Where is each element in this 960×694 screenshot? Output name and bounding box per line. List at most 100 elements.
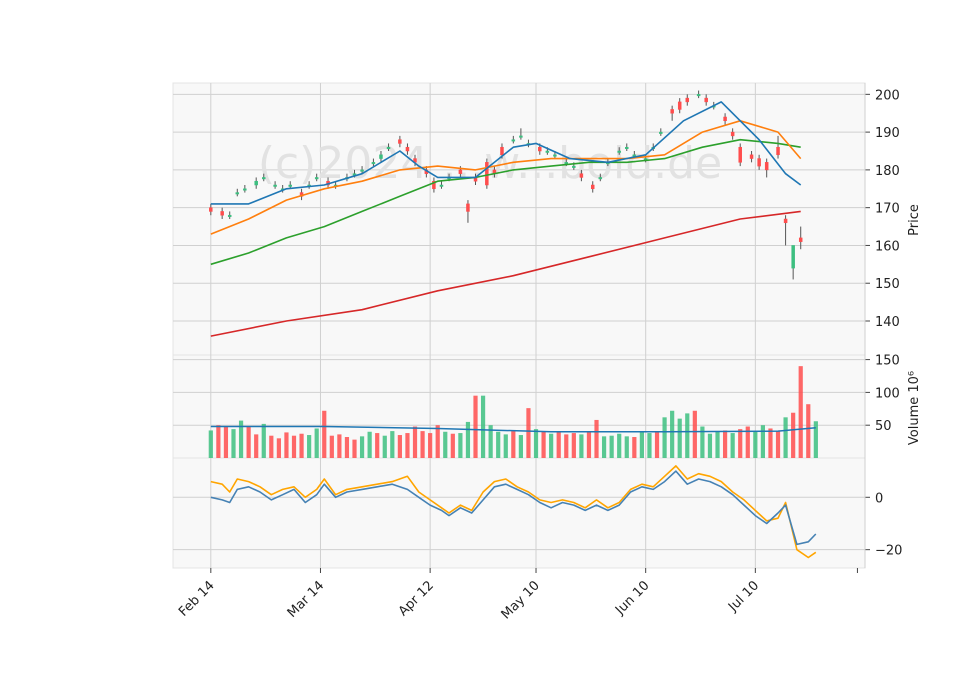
volume-bar-down [450, 433, 455, 458]
volume-bar-down [556, 431, 561, 458]
price-tick-label: 180 [875, 164, 900, 179]
volume-bar-up [813, 421, 818, 458]
volume-bar-down [322, 410, 327, 458]
oscillator-tick-label: −20 [875, 544, 902, 559]
candle-down [704, 97, 708, 103]
candle-down [398, 139, 402, 144]
ma-short-line [210, 101, 802, 205]
volume-bar-down [526, 408, 531, 458]
candle-down [538, 146, 542, 152]
volume-bar-up [307, 435, 312, 458]
volume-bar-up [624, 436, 629, 458]
candle-up [572, 165, 576, 168]
volume-bar-up [639, 431, 644, 458]
price-tick-label: 160 [875, 239, 900, 254]
volume-bar-down [284, 432, 289, 458]
candle-up [564, 162, 569, 165]
volume-bar-down [768, 428, 773, 458]
volume-bar-up [662, 417, 667, 458]
volume-bar-down [806, 404, 811, 458]
volume-bar-down [738, 429, 743, 458]
candle-up [696, 94, 701, 97]
x-tick-label: Jul 10 [725, 578, 762, 615]
volume-bar-down [564, 434, 569, 458]
candle-up [243, 188, 247, 191]
price-axis-label: Price [907, 204, 922, 236]
ma-200-line [210, 210, 801, 337]
volume-bar-up [465, 421, 471, 458]
oscillator-tick-label: 0 [875, 491, 883, 506]
volume-bar-down [511, 430, 516, 458]
volume-bar-up [700, 426, 705, 458]
volume-bar-up [382, 435, 387, 458]
candle-up [625, 146, 629, 149]
candle-down [670, 109, 674, 114]
candle-up [379, 154, 383, 159]
x-tick-label: Mar 14 [285, 578, 328, 621]
candle-up [314, 177, 319, 180]
grid-lines [173, 83, 865, 568]
volume-axis-label: Volume 10⁶ [907, 371, 922, 445]
candle-up [235, 192, 240, 195]
volume-bar-up [480, 395, 486, 458]
volume-average-line [210, 425, 816, 433]
volume-bar-down [791, 412, 796, 458]
candle-up [371, 162, 376, 165]
candle-up [254, 180, 258, 186]
price-tick-label: 140 [875, 315, 900, 330]
volume-bar-up [496, 431, 501, 458]
volume-bar-down [722, 430, 728, 458]
price-tick-label: 200 [875, 88, 900, 103]
candle-up [659, 131, 663, 134]
volume-bar-down [397, 435, 402, 458]
volume-bar-down [632, 437, 637, 458]
candle-up [262, 177, 266, 180]
candle-down [432, 180, 436, 190]
volume-bar-up [670, 410, 675, 458]
volume-bar-up [617, 433, 622, 458]
volume-bar-down [435, 425, 440, 458]
volume-bar-up [208, 430, 213, 458]
watermark-text: (c)2024 ...w...bold.de [258, 138, 722, 189]
volume-bar-up [677, 418, 682, 458]
chart-marks [208, 90, 818, 559]
candle-up [791, 245, 795, 269]
volume-bar-down [216, 425, 221, 458]
candle-down [723, 116, 727, 122]
candle-down [466, 203, 470, 212]
x-tick-label: Apr 12 [396, 578, 437, 619]
candle-down [798, 237, 803, 242]
volume-bar-up [533, 429, 539, 458]
volume-bar-down [412, 426, 418, 458]
volume-bar-up [647, 433, 652, 458]
candle-up [227, 214, 232, 217]
volume-bar-down [692, 410, 697, 458]
candle-down [220, 211, 224, 216]
candle-up [439, 184, 444, 187]
volume-bar-down [337, 434, 342, 458]
ma-long-line [210, 138, 801, 266]
volume-bar-down [586, 431, 592, 458]
volume-bar-up [753, 431, 758, 458]
volume-tick-label: 150 [875, 354, 900, 369]
volume-bar-down [745, 426, 750, 458]
candle-up [360, 169, 364, 172]
candle-down [405, 146, 410, 152]
volume-bar-up [707, 433, 713, 458]
volume-bar-up [390, 431, 395, 458]
x-tick-label: May 10 [499, 578, 543, 622]
volume-tick-label: 50 [875, 419, 892, 434]
candle-down [590, 184, 595, 190]
volume-bar-down [775, 431, 781, 458]
candle-down [749, 154, 754, 159]
volume-bar-up [579, 434, 584, 458]
candle-down [485, 162, 489, 186]
volume-bar-down [329, 435, 334, 458]
candle-up [273, 184, 277, 187]
ma-mid-line [210, 120, 802, 235]
volume-bar-down [571, 433, 576, 458]
volume-bar-down [299, 433, 304, 458]
volume-bar-up [783, 417, 788, 458]
